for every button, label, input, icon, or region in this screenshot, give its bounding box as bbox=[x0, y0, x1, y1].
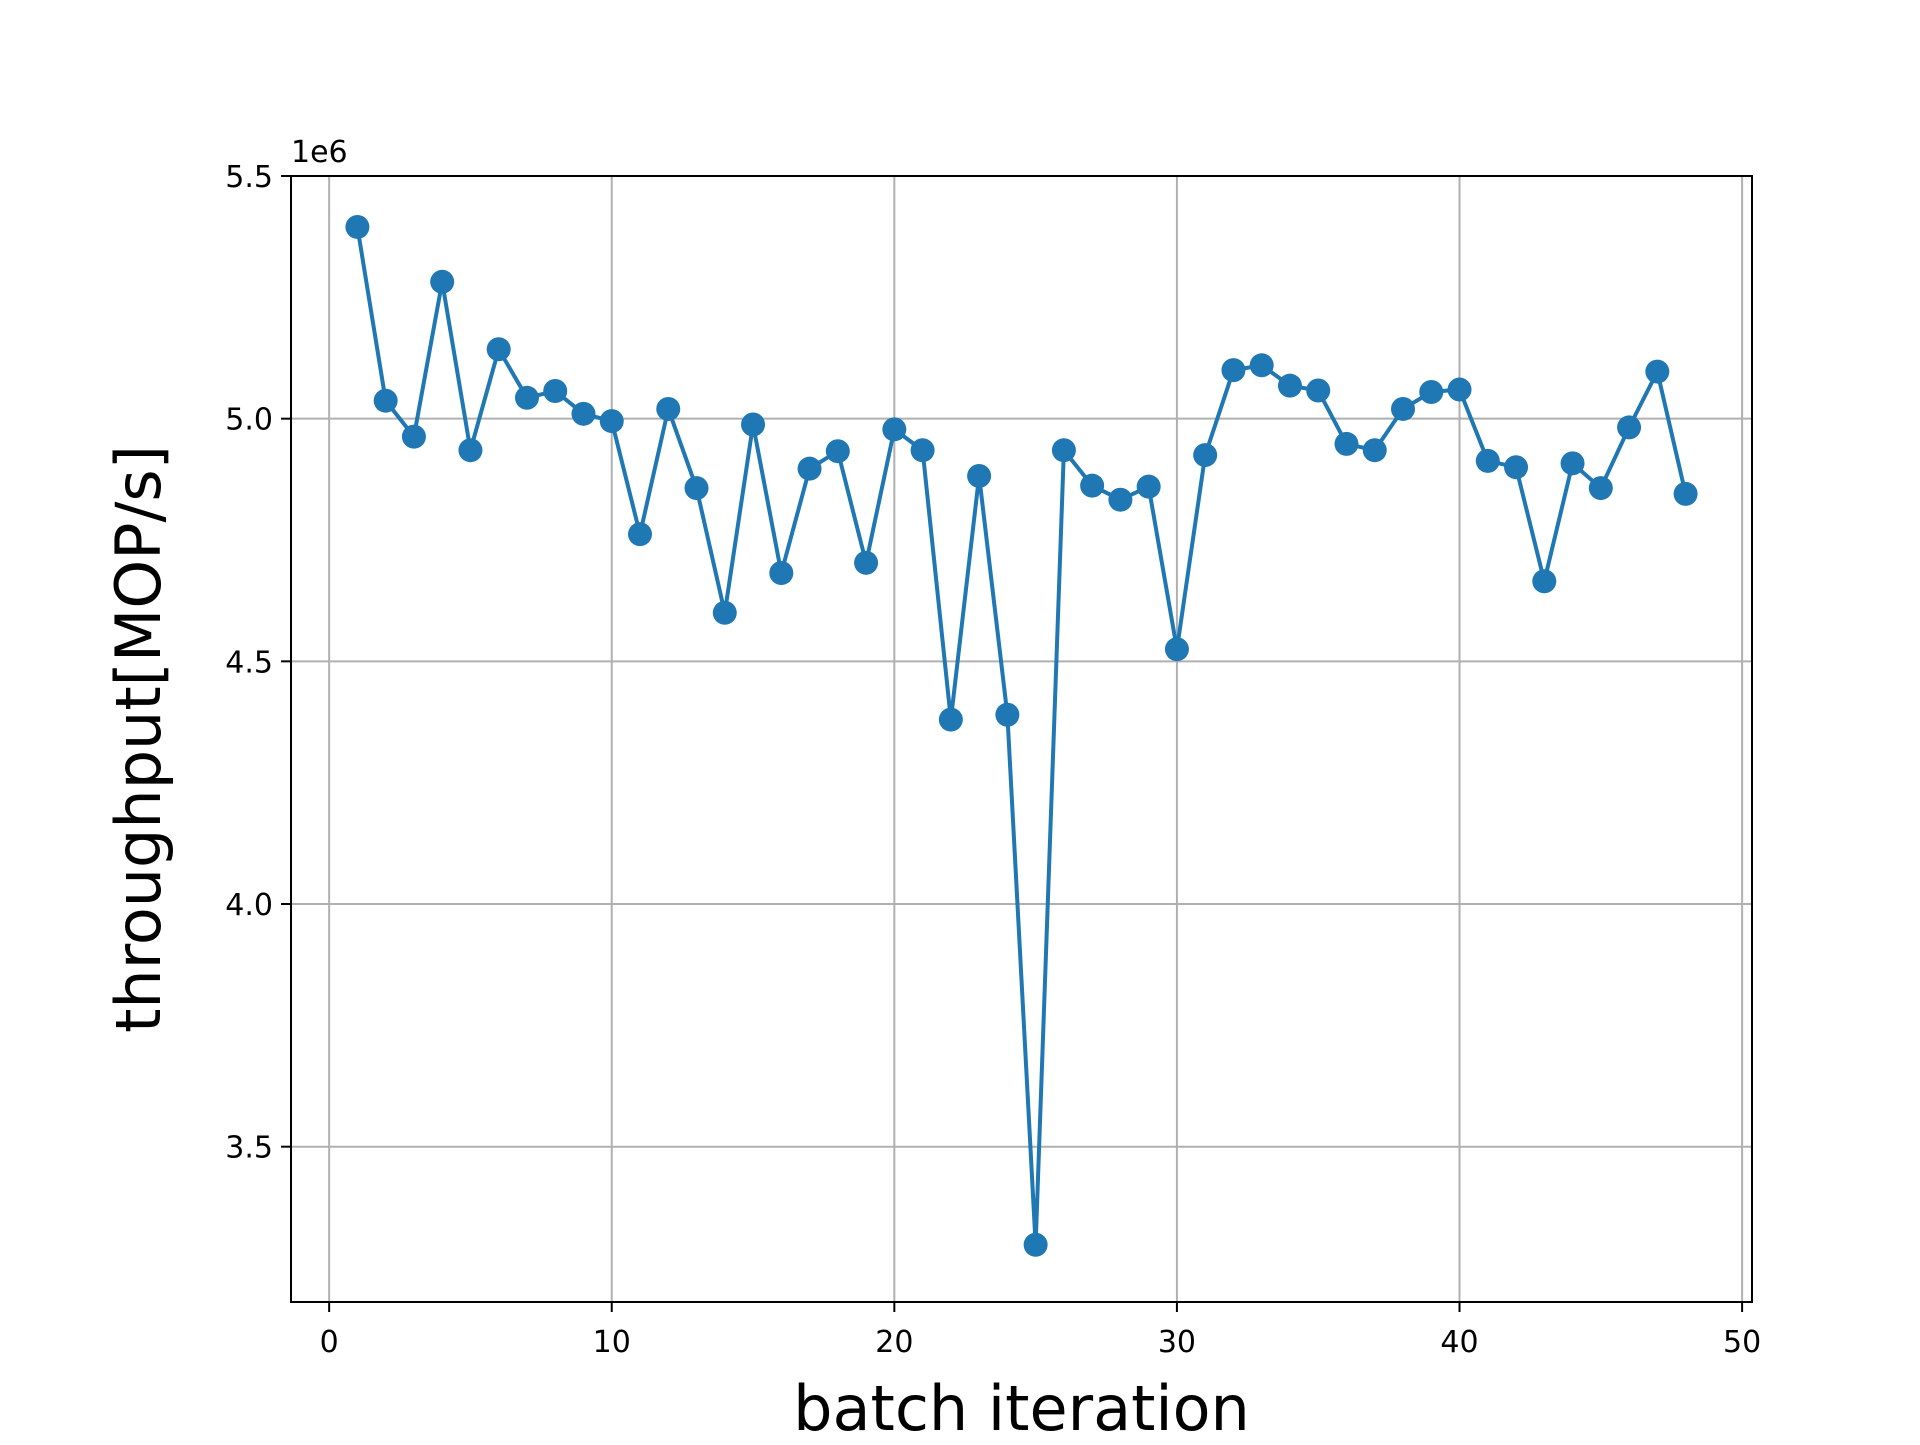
data-point bbox=[1588, 476, 1613, 501]
x-axis-label: batch iteration bbox=[793, 1372, 1250, 1440]
data-point bbox=[1390, 396, 1415, 421]
y-axis-label: throughput[MOP/s] bbox=[102, 445, 175, 1033]
data-point bbox=[1023, 1232, 1048, 1257]
data-point bbox=[1080, 473, 1105, 498]
x-tick-label: 30 bbox=[1158, 1325, 1196, 1360]
data-point bbox=[1419, 379, 1444, 404]
data-point bbox=[514, 385, 539, 410]
x-tick-label: 50 bbox=[1723, 1325, 1761, 1360]
data-point bbox=[1673, 481, 1698, 506]
data-point bbox=[1108, 487, 1133, 512]
y-offset-label: 1e6 bbox=[291, 135, 348, 170]
data-point bbox=[1193, 443, 1218, 468]
data-point bbox=[1560, 451, 1585, 476]
data-point bbox=[1617, 415, 1642, 440]
data-point bbox=[543, 379, 568, 404]
data-point bbox=[967, 463, 992, 488]
data-point bbox=[882, 417, 907, 442]
data-point bbox=[741, 412, 766, 437]
data-point bbox=[825, 439, 850, 464]
y-tick-label: 4.5 bbox=[225, 645, 273, 680]
data-point bbox=[712, 600, 737, 625]
data-point bbox=[628, 522, 653, 547]
data-point bbox=[1221, 358, 1246, 383]
data-point bbox=[430, 269, 455, 294]
y-tick-label: 5.5 bbox=[225, 160, 273, 195]
data-point bbox=[1249, 353, 1274, 378]
data-point bbox=[1164, 637, 1189, 662]
data-point bbox=[1645, 359, 1670, 384]
x-tick-label: 20 bbox=[875, 1325, 913, 1360]
data-point bbox=[1277, 373, 1302, 398]
data-point bbox=[1334, 431, 1359, 456]
data-point bbox=[571, 401, 596, 426]
data-point bbox=[854, 550, 879, 575]
data-point bbox=[458, 438, 483, 463]
data-point bbox=[1306, 378, 1331, 403]
ticks: 0 10 20 30 40 50 3.5 4.0 4.5 5.0 5.5 bbox=[225, 160, 1761, 1360]
data-point bbox=[486, 337, 511, 362]
data-point bbox=[938, 707, 963, 732]
data-point bbox=[769, 561, 794, 586]
data-point bbox=[656, 396, 681, 421]
plot-frame bbox=[290, 175, 1753, 1303]
x-tick-label: 10 bbox=[593, 1325, 631, 1360]
data-point bbox=[684, 476, 709, 501]
data-point bbox=[1475, 448, 1500, 473]
data-point bbox=[995, 702, 1020, 727]
data-point bbox=[1362, 438, 1387, 463]
data-point bbox=[1532, 569, 1557, 594]
data-point bbox=[1447, 377, 1472, 402]
y-tick-label: 4.0 bbox=[225, 888, 273, 923]
series-line bbox=[345, 214, 1698, 1257]
data-point bbox=[910, 438, 935, 463]
data-point bbox=[373, 388, 398, 413]
y-tick-label: 3.5 bbox=[225, 1131, 273, 1166]
y-tick-label: 5.0 bbox=[225, 403, 273, 438]
data-point bbox=[345, 214, 370, 239]
x-tick-label: 0 bbox=[320, 1325, 339, 1360]
data-point bbox=[599, 409, 624, 434]
data-point bbox=[1136, 474, 1161, 499]
data-point bbox=[401, 424, 426, 449]
x-tick-label: 40 bbox=[1440, 1325, 1478, 1360]
data-point bbox=[797, 456, 822, 481]
data-point bbox=[1051, 438, 1076, 463]
data-point bbox=[1504, 455, 1529, 480]
